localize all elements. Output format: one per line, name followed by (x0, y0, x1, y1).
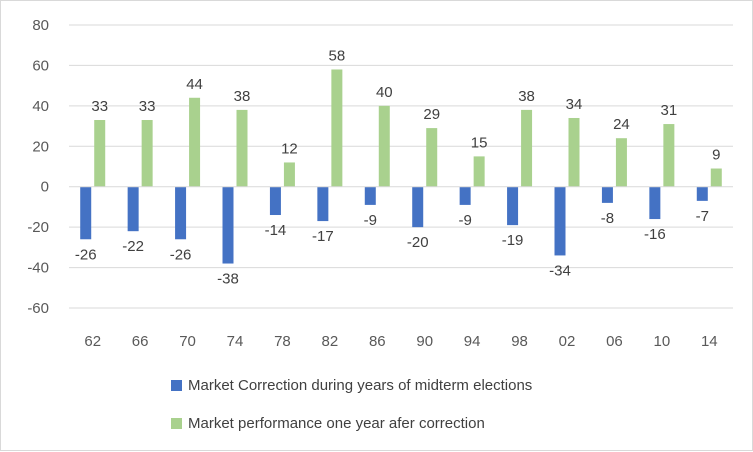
legend-label-corrections: Market Correction during years of midter… (188, 376, 533, 394)
legend-swatch-green (171, 417, 182, 429)
bar-correction (459, 186, 471, 205)
x-tick-label: 10 (654, 333, 671, 350)
data-label: -20 (407, 234, 429, 251)
legend-item-corrections: Market Correction during years of midter… (171, 373, 691, 397)
bar-correction (317, 186, 329, 222)
data-label: 33 (91, 98, 108, 115)
bar-performance (473, 156, 485, 187)
data-label: -7 (696, 208, 709, 225)
x-tick-label: 82 (322, 333, 339, 350)
data-label: -26 (75, 246, 97, 263)
x-tick-label: 94 (464, 333, 481, 350)
data-label: 31 (661, 102, 678, 119)
y-tick-label: -40 (27, 260, 49, 277)
data-label: -34 (549, 262, 571, 279)
x-tick-label: 86 (369, 333, 386, 350)
data-label: -22 (122, 238, 144, 255)
data-label: -14 (265, 222, 287, 239)
x-tick-label: 14 (701, 333, 718, 350)
data-label: 33 (139, 98, 156, 115)
bar-correction (649, 186, 661, 220)
bar-performance (663, 124, 675, 187)
y-axis-tick-labels: 80 60 40 20 0 -20 -40 -60 (27, 17, 49, 317)
bar-correction (364, 186, 376, 205)
y-tick-label: 80 (32, 17, 49, 34)
bar-correction (269, 186, 281, 216)
data-label: -38 (217, 271, 239, 288)
data-label: 40 (376, 84, 393, 101)
bar-performance (615, 138, 627, 187)
data-label: -17 (312, 228, 334, 245)
data-label: 24 (613, 116, 630, 133)
bar-performance (141, 120, 153, 187)
bar-performance (236, 109, 248, 187)
legend-label-performance: Market performance one year afer correct… (188, 414, 485, 432)
data-label: 15 (471, 134, 488, 151)
bar-performance (521, 109, 533, 187)
legend: Market Correction during years of midter… (171, 373, 691, 449)
x-tick-label: 06 (606, 333, 623, 350)
bar-correction (222, 186, 234, 264)
x-tick-label: 66 (132, 333, 149, 350)
bar-performance (710, 168, 722, 187)
bar-correction (175, 186, 187, 240)
bar-performance (94, 120, 106, 187)
y-tick-label: 20 (32, 138, 49, 155)
legend-item-performance: Market performance one year afer correct… (171, 411, 691, 435)
x-tick-label: 74 (227, 333, 244, 350)
bars (80, 69, 722, 264)
x-axis-tick-labels: 62 66 70 74 78 82 86 90 94 98 02 06 10 14 (84, 333, 717, 350)
bar-performance (568, 117, 580, 187)
gridlines (69, 24, 733, 309)
bar-performance (283, 162, 295, 187)
data-label: 58 (329, 47, 346, 64)
y-tick-label: 40 (32, 98, 49, 115)
bar-performance (331, 69, 343, 187)
data-label: -16 (644, 226, 666, 243)
bar-correction (601, 186, 613, 203)
x-tick-label: 98 (511, 333, 528, 350)
y-tick-label: 60 (32, 57, 49, 74)
data-labels: -26 33 -22 33 -26 44 -38 38 -14 12 -17 58 -9 40 -20 29 -… (75, 47, 721, 287)
legend-swatch-blue (171, 379, 182, 391)
y-tick-label: -60 (27, 300, 49, 317)
data-label: 34 (566, 96, 583, 113)
data-label: 44 (186, 76, 203, 93)
x-tick-label: 78 (274, 333, 291, 350)
bar-correction (554, 186, 566, 256)
bar-correction (412, 186, 424, 228)
bar-correction (507, 186, 519, 226)
data-label: 38 (518, 88, 535, 105)
data-label: -8 (601, 210, 614, 227)
bar-performance (189, 97, 201, 187)
x-tick-label: 62 (84, 333, 101, 350)
data-label: -9 (364, 212, 377, 229)
bar-correction (696, 186, 708, 201)
bar-correction (127, 186, 139, 232)
bar-performance (378, 105, 390, 187)
bar-correction (80, 186, 92, 240)
data-label: -26 (170, 246, 192, 263)
y-tick-label: 0 (41, 179, 49, 196)
data-label: 29 (423, 106, 440, 123)
data-label: 12 (281, 140, 298, 157)
data-label: -19 (502, 232, 524, 249)
bar-performance (426, 128, 438, 187)
x-tick-label: 02 (559, 333, 576, 350)
x-tick-label: 70 (179, 333, 196, 350)
data-label: 38 (234, 88, 251, 105)
y-tick-label: -20 (27, 219, 49, 236)
x-tick-label: 90 (416, 333, 433, 350)
data-label: -9 (458, 212, 471, 229)
data-label: 9 (712, 147, 720, 164)
